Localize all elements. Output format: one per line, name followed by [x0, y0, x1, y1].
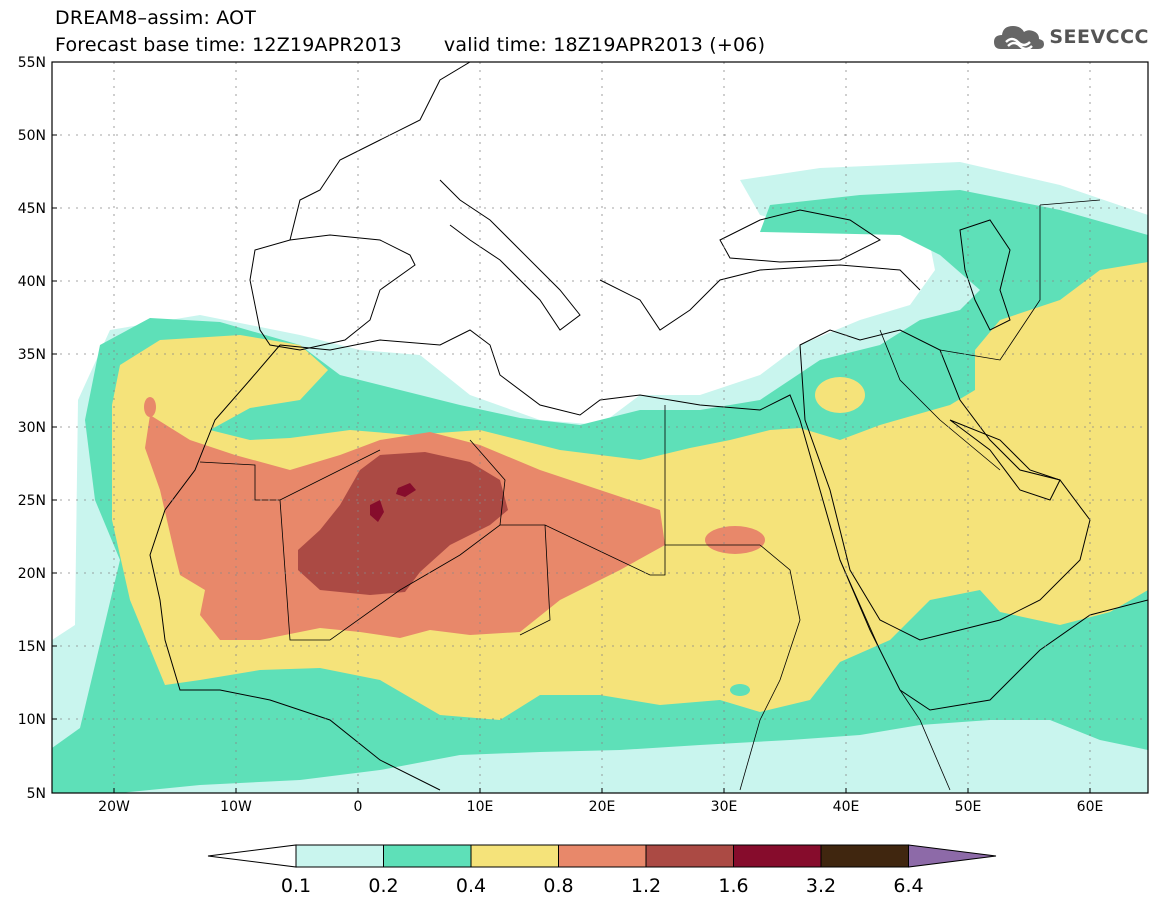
lon-labels: 20W 10W 0 10E 20E 30E 40E 50E 60E	[98, 799, 1103, 815]
lat-label: 50N	[18, 128, 46, 144]
map-title: DREAM8–assim: AOT	[55, 7, 257, 29]
aot-contour-1.2	[298, 452, 508, 595]
colorbar-label: 0.4	[456, 875, 486, 897]
aot-contour-1.6	[370, 483, 416, 522]
colorbar-bin	[820, 844, 909, 868]
coast-persian-gulf	[949, 419, 1061, 501]
colorbar-bin	[558, 844, 647, 868]
lat-label: 15N	[18, 639, 46, 655]
colorbar-label: 6.4	[893, 875, 923, 897]
colorbar-low-arrow	[207, 844, 297, 868]
lat-label: 5N	[27, 786, 46, 802]
colorbar-bin	[295, 844, 384, 868]
border-east-africa	[739, 544, 951, 791]
colorbar-high-arrow	[908, 844, 997, 868]
lon-label: 60E	[1077, 799, 1104, 815]
logo-text: SEEVCCC	[1049, 26, 1149, 48]
colorbar-label: 0.2	[368, 875, 398, 897]
lon-label: 10E	[467, 799, 494, 815]
lon-label: 30E	[711, 799, 738, 815]
seevccc-logo: SEEVCCC	[993, 22, 1149, 52]
coast-iberia	[249, 234, 416, 351]
lat-label: 35N	[18, 347, 46, 363]
aot-blob-sahel	[730, 684, 750, 696]
graticule	[52, 62, 1148, 793]
lat-label: 10N	[18, 712, 46, 728]
base-time: Forecast base time: 12Z19APR2013	[55, 34, 402, 56]
lon-label: 50E	[955, 799, 982, 815]
coast-black-sea	[719, 209, 881, 263]
lon-label: 0	[354, 799, 363, 815]
colorbar-label: 0.8	[543, 875, 573, 897]
colorbar-labels: 0.1 0.2 0.4 0.8 1.2 1.6 3.2 6.4	[281, 875, 924, 897]
lon-label: 40E	[833, 799, 860, 815]
cloud-logo-icon	[994, 26, 1045, 51]
lat-label: 55N	[18, 55, 46, 71]
colorbar-bin	[470, 844, 559, 868]
colorbar-bin	[383, 844, 472, 868]
lat-label: 45N	[18, 201, 46, 217]
colorbar-bin	[645, 844, 734, 868]
lon-label: 20W	[98, 799, 130, 815]
colorbar-label: 3.2	[806, 875, 836, 897]
colorbar-label: 1.2	[631, 875, 661, 897]
lon-label: 10W	[220, 799, 252, 815]
lat-label: 20N	[18, 566, 46, 582]
border-middle-east	[879, 199, 1101, 471]
aot-blob-sw-morocco	[144, 397, 156, 417]
aot-field	[52, 162, 1148, 793]
lat-labels: 55N 50N 45N 40N 35N 30N 25N 20N 15N 10N …	[18, 55, 46, 802]
colorbar-label: 0.1	[281, 875, 311, 897]
coast-europe	[289, 62, 921, 331]
colorbar-bin	[733, 844, 822, 868]
lat-label: 30N	[18, 420, 46, 436]
lon-label: 20E	[589, 799, 616, 815]
aot-blob-red-sea	[815, 377, 865, 413]
coast-africa	[149, 329, 1148, 791]
aot-blob-east-africa	[705, 526, 765, 554]
valid-time: valid time: 18Z19APR2013 (+06)	[443, 34, 766, 56]
borders	[199, 199, 1101, 791]
lat-label: 25N	[18, 493, 46, 509]
lat-label: 40N	[18, 274, 46, 290]
border-saharan	[199, 405, 760, 641]
time-info: Forecast base time: 12Z19APR2013 valid ti…	[55, 34, 765, 56]
colorbar-label: 1.6	[718, 875, 748, 897]
colorbar	[207, 844, 997, 868]
coast-arabia	[799, 329, 1091, 641]
coastlines	[149, 62, 1148, 791]
tick-marks	[52, 61, 1091, 793]
